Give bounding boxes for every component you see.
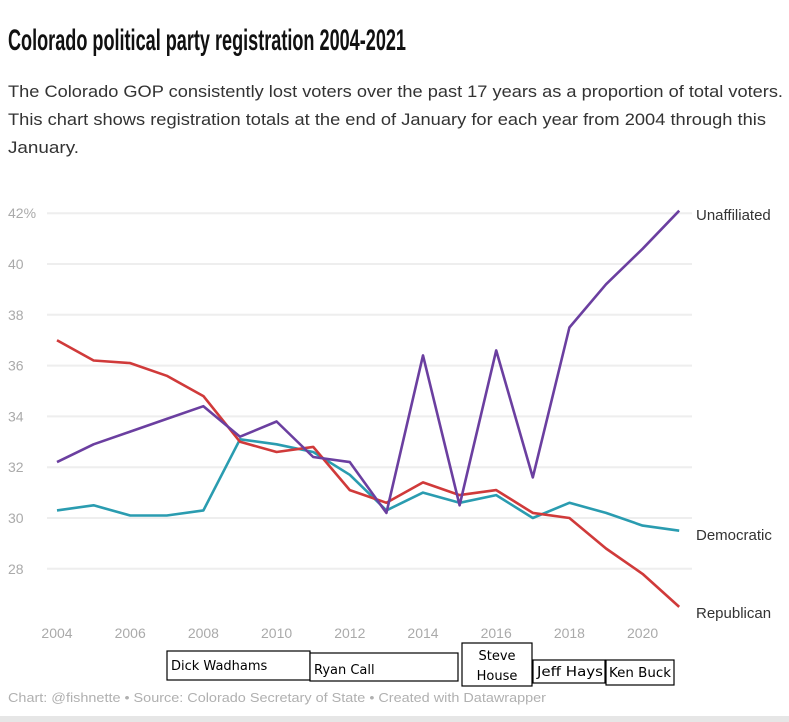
series-label-democratic: Democratic xyxy=(696,527,772,544)
annotation-label: Ken Buck xyxy=(609,666,671,681)
bottom-band xyxy=(0,716,789,722)
chart-title: Colorado political party registration 20… xyxy=(8,24,406,57)
y-tick-label: 30 xyxy=(8,510,24,526)
y-tick-label: 36 xyxy=(8,358,24,374)
x-tick-label: 2014 xyxy=(407,625,438,641)
annotation-label: Jeff Hays xyxy=(536,665,603,680)
x-tick-label: 2018 xyxy=(554,625,585,641)
subtitle-line-3: January. xyxy=(8,138,79,157)
x-tick-label: 2004 xyxy=(41,625,72,641)
annotation-ryan-call: Ryan Call xyxy=(309,652,459,682)
series-line-democratic xyxy=(56,437,680,532)
annotation-label-line: House xyxy=(477,669,518,684)
subtitle-line-1: The Colorado GOP consistently lost voter… xyxy=(8,82,783,101)
annotation-jeff-hays: Jeff Hays xyxy=(532,659,606,684)
series-labels: Unaffiliated Democratic Republican xyxy=(696,207,772,622)
annotation-label-line: Steve xyxy=(478,649,515,664)
x-tick-label: 2008 xyxy=(188,625,219,641)
annotation-label: Dick Wadhams xyxy=(171,659,268,674)
annotation-label: Steve House xyxy=(477,649,518,684)
x-tick-label: 2016 xyxy=(481,625,512,641)
annotation-steve-house: Steve House xyxy=(461,642,533,687)
annotation-ken-buck: Ken Buck xyxy=(605,659,675,686)
x-tick-label: 2012 xyxy=(334,625,365,641)
subtitle-line-2: This chart shows registration totals at … xyxy=(8,110,766,129)
y-tick-label: 32 xyxy=(8,459,24,475)
y-tick-label: 38 xyxy=(8,307,24,323)
series-line-unaffiliated xyxy=(56,209,681,515)
series-label-unaffiliated: Unaffiliated xyxy=(696,207,771,224)
y-axis: 42% 40 38 36 34 32 30 28 xyxy=(8,205,36,577)
annotation-dick-wadhams: Dick Wadhams xyxy=(166,650,311,681)
y-tick-label: 34 xyxy=(8,408,24,424)
x-tick-label: 2006 xyxy=(115,625,146,641)
series-label-republican: Republican xyxy=(696,605,771,622)
y-tick-label: 28 xyxy=(8,561,24,577)
x-axis: 2004 2006 2008 2010 2012 2014 2016 2018 2020 xyxy=(41,625,658,641)
gridlines xyxy=(47,212,692,570)
annotations: Dick Wadhams Ryan Call Steve House Jeff H… xyxy=(166,642,675,687)
series-line-republican xyxy=(56,339,681,608)
y-tick-label: 42% xyxy=(8,205,36,221)
series-lines xyxy=(56,209,681,608)
y-tick-label: 40 xyxy=(8,256,24,272)
x-tick-label: 2020 xyxy=(627,625,658,641)
annotation-label: Ryan Call xyxy=(314,663,375,678)
x-tick-label: 2010 xyxy=(261,625,292,641)
footer-credits: Chart: @fishnette • Source: Colorado Sec… xyxy=(8,690,547,705)
